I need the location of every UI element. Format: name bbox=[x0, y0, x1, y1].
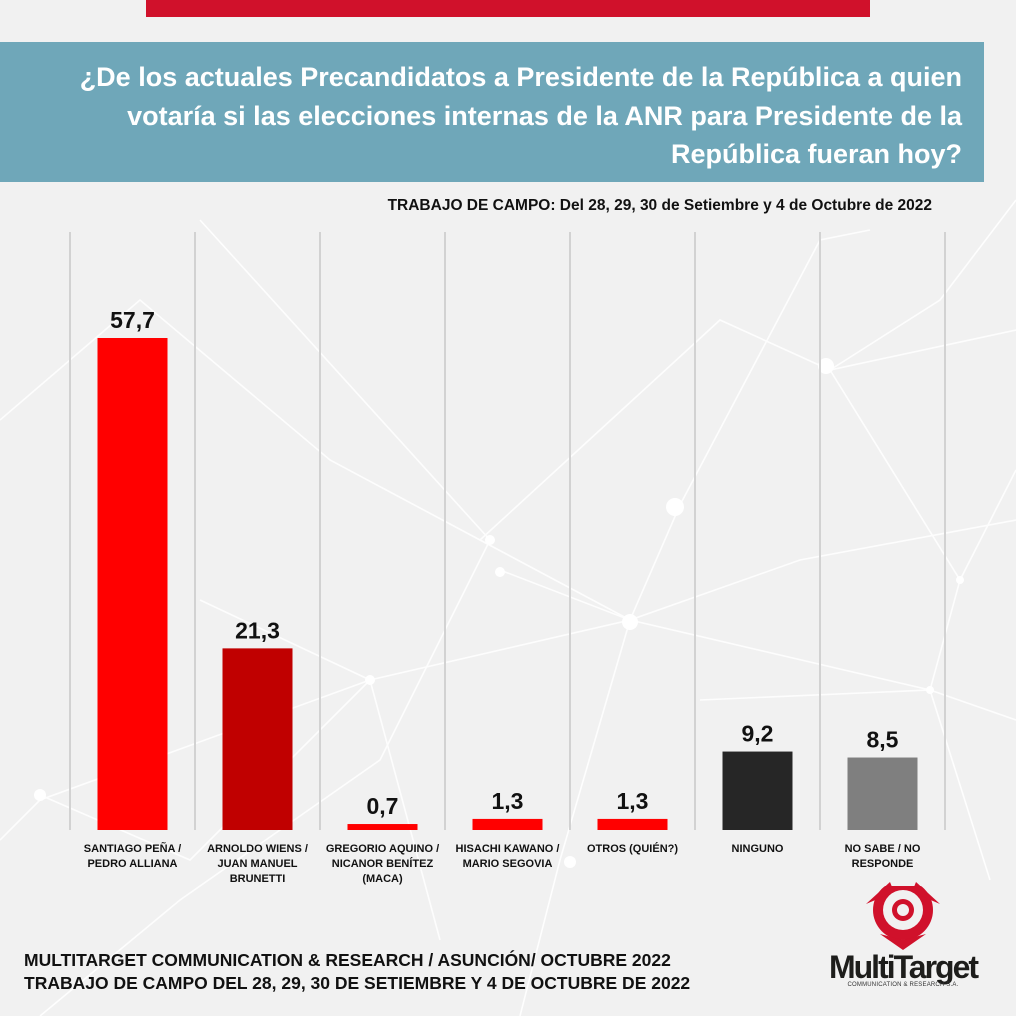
footer-fieldwork: TRABAJO DE CAMPO DEL 28, 29, 30 DE SETIE… bbox=[24, 973, 691, 993]
bar bbox=[597, 818, 668, 830]
logo-subtitle: COMMUNICATION & RESEARCH S.A. bbox=[847, 982, 959, 988]
category-labels: SANTIAGO PEÑA / PEDRO ALLIANA ARNOLDO WIEN… bbox=[84, 842, 921, 885]
bar bbox=[347, 824, 418, 830]
value-labels: 57,7 21,3 0,7 1,3 1,3 9,2 8,5 bbox=[110, 307, 899, 819]
top-accent-bar bbox=[146, 0, 870, 17]
logo-mark-icon bbox=[866, 874, 940, 950]
category-label: NINGUNO bbox=[732, 843, 784, 855]
bar bbox=[472, 818, 543, 830]
category-label: HISACHI KAWANO / MARIO SEGOVIA bbox=[456, 843, 560, 870]
question-banner bbox=[0, 42, 984, 182]
bar bbox=[97, 338, 168, 830]
survey-question: ¿De los actuales Precandidatos a Preside… bbox=[79, 62, 962, 169]
value-label: 57,7 bbox=[110, 307, 155, 333]
fieldwork-dates: TRABAJO DE CAMPO: Del 28, 29, 30 de Seti… bbox=[387, 197, 932, 214]
bar bbox=[222, 648, 293, 830]
category-label: ARNOLDO WIENS / JUAN MANUEL BRUNETTI bbox=[207, 843, 308, 885]
category-label: OTROS (QUIÉN?) bbox=[587, 842, 678, 855]
footer-source: MULTITARGET COMMUNICATION & RESEARCH / A… bbox=[24, 950, 671, 970]
logo-wordmark: MultiTarget bbox=[828, 949, 979, 985]
value-label: 1,3 bbox=[617, 788, 649, 814]
value-label: 1,3 bbox=[492, 788, 524, 814]
bar bbox=[722, 751, 793, 830]
bars bbox=[97, 338, 918, 830]
value-label: 9,2 bbox=[742, 721, 774, 747]
gridlines bbox=[69, 232, 946, 830]
category-label: NO SABE / NO RESPONDE bbox=[845, 843, 921, 870]
category-label: GREGORIO AQUINO / NICANOR BENÍTEZ (MACA) bbox=[326, 843, 439, 885]
value-label: 0,7 bbox=[367, 793, 399, 819]
multitarget-logo: MultiTarget COMMUNICATION & RESEARCH S.A… bbox=[822, 872, 984, 992]
bar bbox=[847, 757, 918, 830]
category-label: SANTIAGO PEÑA / PEDRO ALLIANA bbox=[84, 842, 181, 870]
value-label: 8,5 bbox=[867, 727, 899, 753]
value-label: 21,3 bbox=[235, 617, 280, 643]
